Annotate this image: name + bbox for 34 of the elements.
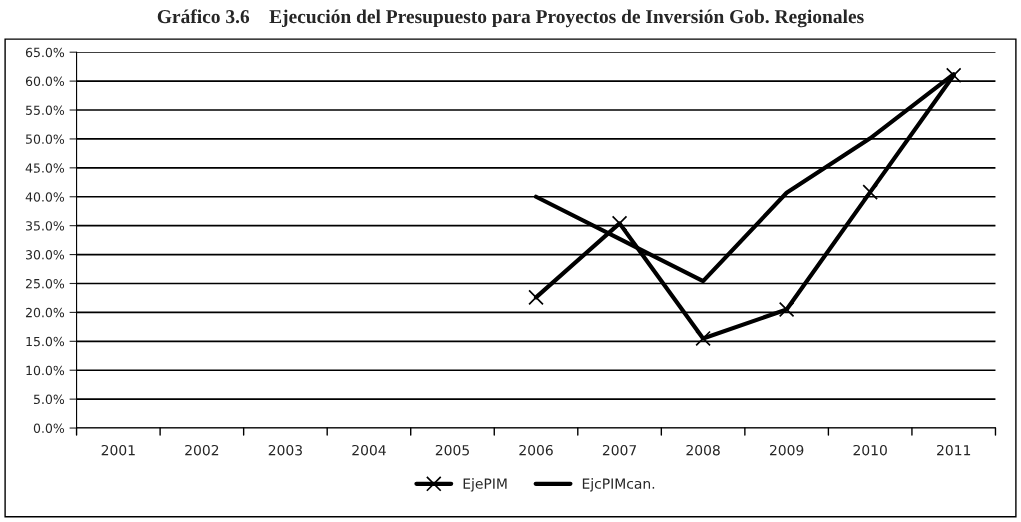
y-tick-label: 50.0% <box>26 134 65 144</box>
point <box>778 301 795 318</box>
x-tick-label: 2010 <box>853 444 887 456</box>
y-tick-label: 40.0% <box>25 192 65 202</box>
y-tick-label: 25.0% <box>25 278 65 289</box>
y-tick-label: 30.0% <box>26 250 65 260</box>
legend-label: EjcPIMcan. <box>582 478 655 492</box>
x-tick-label: 2003 <box>268 444 302 456</box>
x-tick-label: 2001 <box>101 444 135 456</box>
x-tick-label: 2004 <box>352 444 386 456</box>
y-tick-label: 55.0% <box>26 105 65 115</box>
x-tick-label: 2007 <box>602 444 637 456</box>
x-tick-label: 2005 <box>435 444 469 456</box>
x-tick-label: 2011 <box>937 444 971 456</box>
point <box>611 215 628 232</box>
y-tick-label: 20.0% <box>25 307 65 318</box>
chart-title: Gráfico 3.6 Ejecución del Presupuesto para Proyectos de Inversión Gob. Regionales <box>157 9 864 28</box>
y-tick-label: 15.0% <box>26 336 65 347</box>
x-tick-label: 2008 <box>686 444 720 456</box>
y-tick-label: 45.0% <box>25 163 65 173</box>
point <box>695 330 711 347</box>
y-tick-label: 5.0% <box>33 394 65 405</box>
x-tick-label: 2009 <box>769 444 804 456</box>
point <box>945 67 962 84</box>
point <box>862 184 878 200</box>
legend-label: EjePIM <box>463 478 507 492</box>
y-tick-label: 0.0% <box>33 423 65 433</box>
x-tick-label: 2006 <box>519 444 553 456</box>
y-tick-label: 60.0% <box>25 76 65 87</box>
point <box>528 289 544 306</box>
x-tick-label: 2002 <box>185 444 219 456</box>
y-tick-label: 65.0% <box>25 47 65 58</box>
y-tick-label: 35.0% <box>26 221 65 231</box>
y-tick-label: 10.0% <box>26 365 65 376</box>
